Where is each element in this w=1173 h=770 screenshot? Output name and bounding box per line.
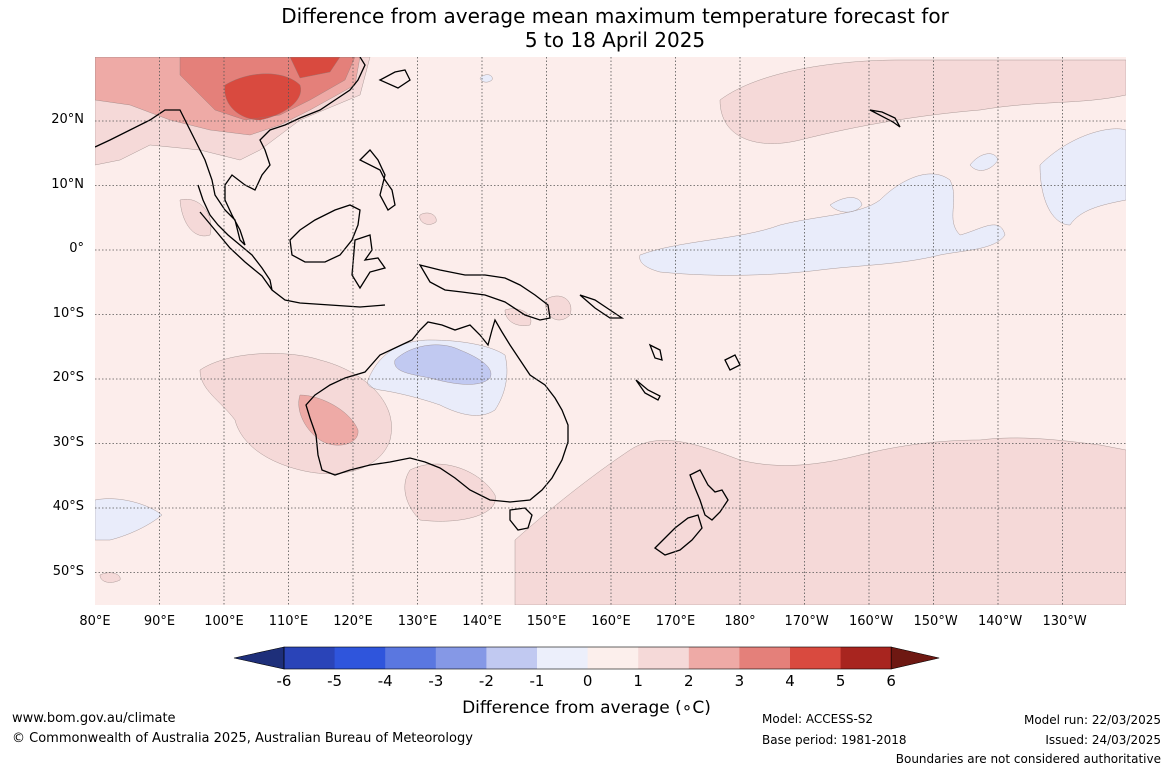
colorbar-segment [587, 647, 639, 669]
longitude-label: 90°E [143, 614, 176, 629]
colorbar-segment [385, 647, 437, 669]
colorbar-segment [739, 647, 791, 669]
colorbar-segment [486, 647, 538, 669]
longitude-label: 150°W [913, 614, 958, 629]
latitude-label: 20°N [51, 112, 84, 127]
latitude-label: 10°S [52, 305, 84, 321]
longitude-label: 160°E [591, 614, 631, 629]
base-period-text: Base period: 1981-2018 [762, 733, 907, 747]
colorbar-segment [334, 647, 386, 669]
colorbar-tick-label: 3 [734, 672, 745, 690]
latitude-label: 30°S [52, 434, 84, 450]
latitude-label: 10°N [51, 176, 84, 192]
colorbar-segment [537, 647, 589, 669]
gridlines [95, 57, 1126, 605]
longitude-label: 150°E [526, 614, 567, 629]
colorbar-tick-label: 5 [835, 672, 846, 690]
colorbar-tick-label: -5 [327, 672, 343, 690]
colorbar-tick-label: -3 [428, 672, 444, 690]
colorbar-tick-label: 1 [633, 672, 643, 690]
colorbar-segment [435, 647, 487, 669]
longitude-label: 170°E [655, 614, 696, 629]
longitude-label: 170°W [784, 614, 829, 629]
colorbar-segment [284, 647, 336, 669]
longitude-label: 140°E [462, 614, 502, 629]
longitude-label: 130°W [1042, 614, 1087, 629]
latitude-label: 0° [69, 241, 84, 256]
issued-text: Issued: 24/03/2025 [1045, 733, 1161, 747]
longitude-label: 120°E [333, 614, 373, 629]
disclaimer-text: Boundaries are not considered authoritat… [895, 752, 1161, 766]
longitude-label: 100°E [204, 614, 244, 629]
colorbar-tick-label: 2 [684, 672, 694, 690]
colorbar-max-extend [890, 646, 940, 670]
copyright-text: © Commonwealth of Australia 2025, Austra… [12, 731, 473, 746]
colorbar-min-extend [233, 646, 285, 670]
map-title: Difference from average mean maximum tem… [0, 4, 1173, 52]
longitude-label: 130°E [397, 614, 438, 629]
longitude-label: 160°W [849, 614, 894, 629]
model-run-text: Model run: 22/03/2025 [1023, 713, 1161, 727]
website-text[interactable]: www.bom.gov.au/climate [12, 711, 176, 726]
colorbar-segment [638, 647, 690, 669]
colorbar [233, 646, 940, 670]
colorbar-frame [283, 646, 892, 670]
colorbar-label: Difference from average (∘C) [462, 698, 711, 718]
colorbar-tick-label: -2 [478, 672, 494, 690]
colorbar-tick-label: 0 [582, 672, 593, 690]
colorbar-tick-label: 6 [886, 672, 896, 690]
map-panel [95, 57, 1126, 605]
colorbar-tick-label: -4 [377, 672, 393, 690]
title-line-1: Difference from average mean maximum tem… [281, 4, 949, 28]
model-text: Model: ACCESS-S2 [762, 712, 874, 726]
longitude-label: 80°E [79, 614, 111, 629]
contour-lines [95, 57, 1126, 605]
longitude-label: 110°E [268, 614, 309, 629]
coastlines [95, 57, 901, 556]
colorbar-tick-label: -6 [276, 672, 292, 690]
latitude-label: 40°S [52, 499, 84, 514]
latitude-label: 20°S [52, 370, 84, 385]
colorbar-segment [790, 647, 842, 669]
latitude-label: 50°S [52, 563, 84, 579]
colorbar-tick-label: -1 [529, 672, 545, 690]
colorbar-tick-label: 4 [785, 672, 795, 690]
cool-anomaly-minus2-minus1 [394, 344, 491, 385]
warm-anomaly-4-5 [224, 57, 340, 120]
title-line-2: 5 to 18 April 2025 [524, 28, 706, 52]
longitude-label: 140°W [978, 614, 1023, 629]
colorbar-ticks: -6 -5 -4 -3 -2 -1 0 1 2 3 4 5 6 [0, 672, 1173, 692]
colorbar-segment [688, 647, 740, 669]
longitude-label: 180° [724, 614, 756, 629]
colorbar-segment [840, 647, 892, 669]
